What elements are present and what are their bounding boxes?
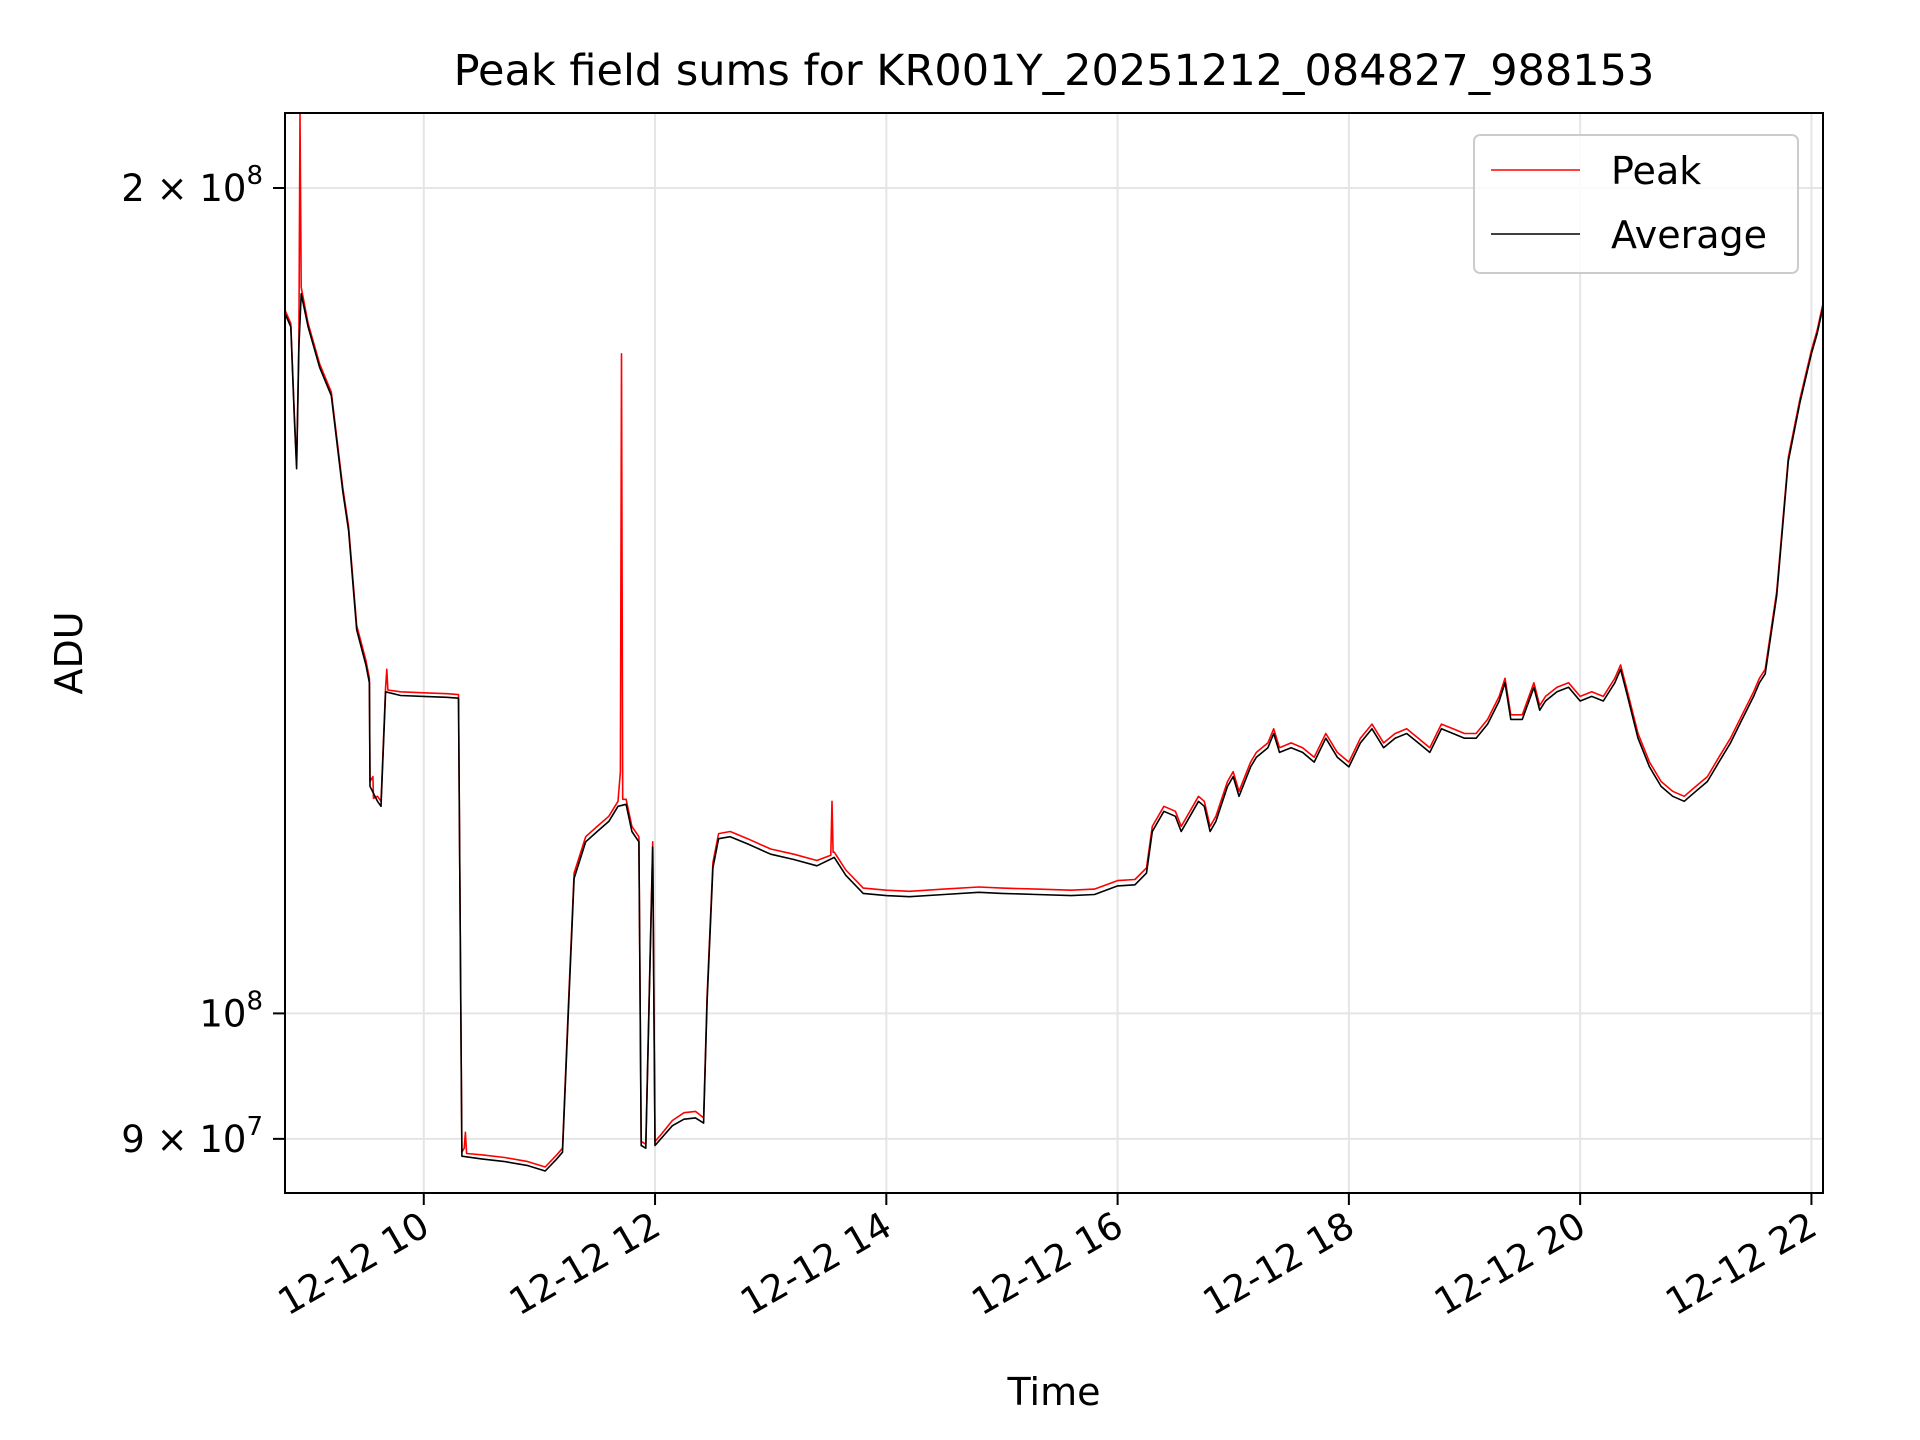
y-tick-label-base: 10 bbox=[199, 992, 246, 1035]
x-axis-label: Time bbox=[1007, 1370, 1101, 1414]
series-line-average bbox=[285, 293, 1823, 1172]
y-tick-label: 2 × 108 bbox=[121, 161, 263, 210]
y-tick-label-exponent: 7 bbox=[246, 1112, 263, 1142]
legend: Peak Average bbox=[1473, 134, 1799, 274]
y-tick-label-base: 2 × 10 bbox=[121, 167, 246, 210]
y-tick-label: 108 bbox=[199, 986, 263, 1035]
y-tick-label-exponent: 8 bbox=[246, 986, 263, 1016]
series-line-peak bbox=[285, 113, 1823, 1168]
plot-frame bbox=[284, 112, 1824, 1194]
chart-title: Peak field sums for KR001Y_20251212_0848… bbox=[454, 46, 1655, 96]
legend-peak-label: Peak bbox=[1611, 149, 1701, 193]
y-tick-label-exponent: 8 bbox=[246, 161, 263, 191]
grid bbox=[285, 113, 1823, 1193]
y-tick-label: 9 × 107 bbox=[121, 1112, 263, 1161]
y-axis-label: ADU bbox=[47, 611, 91, 694]
y-tick-label-base: 9 × 10 bbox=[121, 1118, 246, 1161]
legend-average-label: Average bbox=[1611, 213, 1767, 257]
series-layer bbox=[285, 113, 1823, 1172]
